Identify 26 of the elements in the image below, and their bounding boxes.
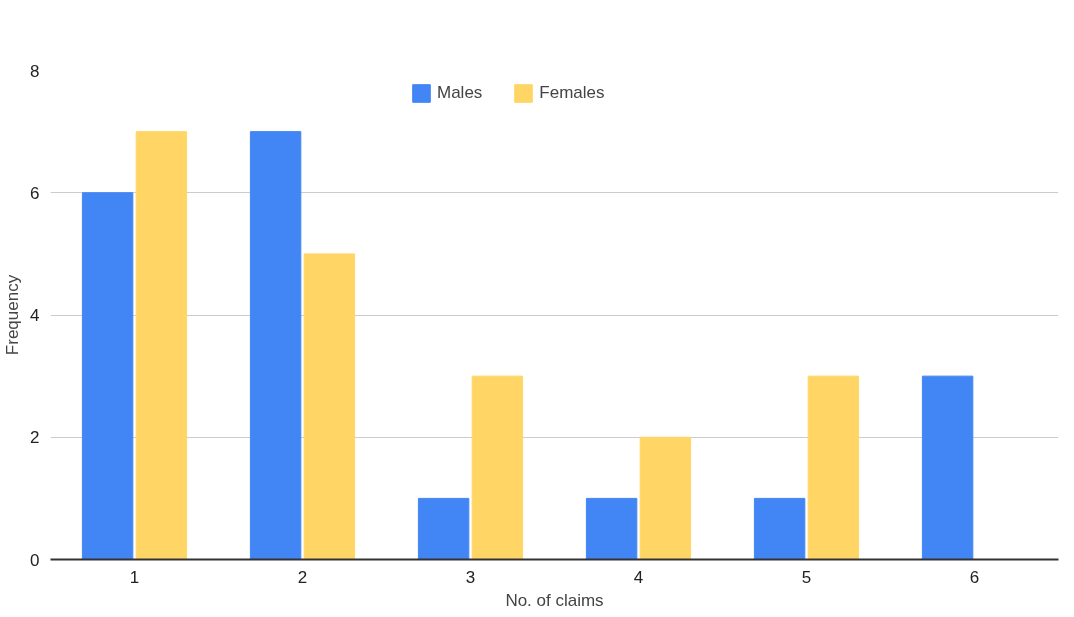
- bar: [639, 436, 692, 560]
- x-tick-label: 1: [129, 567, 140, 587]
- y-tick-label: 8: [30, 61, 40, 81]
- bar: [417, 497, 470, 560]
- y-axis-title: Frequency: [3, 274, 23, 356]
- bar: [81, 192, 134, 560]
- x-tick-label: 2: [297, 567, 308, 587]
- x-tick-label: 4: [633, 567, 644, 587]
- x-tick-label: 3: [465, 567, 476, 587]
- y-tick-label: 4: [30, 306, 40, 325]
- bar: [753, 497, 806, 560]
- legend-label: Females: [539, 83, 605, 103]
- legend-label: Males: [437, 83, 483, 103]
- bar: [249, 131, 302, 560]
- bar: [585, 497, 638, 560]
- bar: [303, 253, 356, 560]
- bar: [471, 375, 524, 560]
- x-axis-title: No. of claims: [505, 590, 604, 610]
- y-tick-label: 6: [30, 183, 40, 203]
- bar: [807, 375, 860, 560]
- y-tick-label: 0: [30, 550, 40, 570]
- y-tick-label: 2: [30, 428, 40, 448]
- x-tick-label: 6: [969, 567, 980, 587]
- x-tick-label: 5: [801, 567, 812, 587]
- bar: [921, 375, 974, 560]
- bar: [135, 131, 188, 560]
